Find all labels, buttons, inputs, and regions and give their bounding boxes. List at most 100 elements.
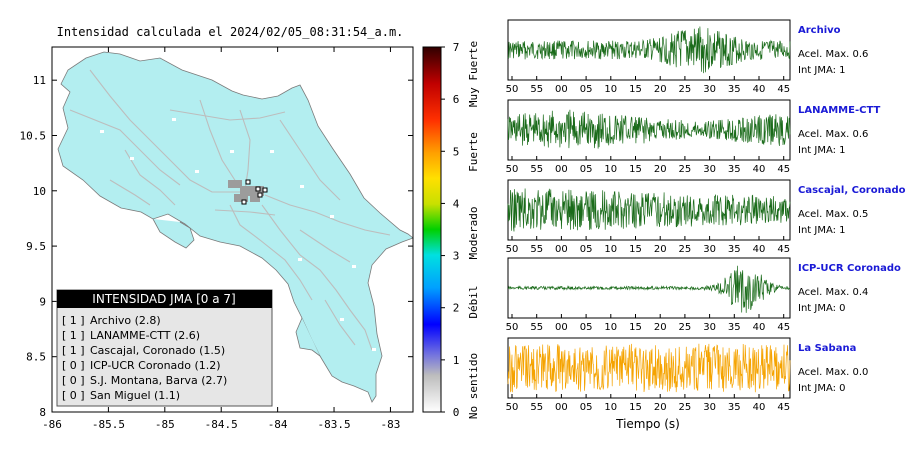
time-tick-label: 35 bbox=[728, 244, 741, 255]
station-int-jma: Int JMA: 1 bbox=[798, 225, 846, 236]
cb-tick-label: 0 bbox=[453, 406, 460, 419]
time-tick-label: 15 bbox=[629, 322, 642, 333]
waveform-panel: 50 55 00 05 10 15 20 25 30 35 40 45 Cascajal, Corona… bbox=[506, 179, 906, 255]
time-tick-label: 35 bbox=[728, 164, 741, 175]
lat-axis: 8 8.5 9 9.5 10 10.5 11 bbox=[20, 74, 413, 419]
lon-tick-label: -84 bbox=[268, 418, 288, 431]
time-tick-label: 10 bbox=[604, 322, 617, 333]
time-tick-label: 00 bbox=[555, 244, 568, 255]
colorbar bbox=[422, 46, 442, 413]
time-tick-label: 05 bbox=[580, 164, 593, 175]
lon-tick-label: -83 bbox=[381, 418, 401, 431]
time-tick-label: 20 bbox=[654, 84, 667, 95]
time-tick-label: 30 bbox=[703, 244, 716, 255]
lat-tick-label: 8 bbox=[39, 406, 46, 419]
colorbar-labels: No sentido Débil Moderado Fuerte Muy Fue… bbox=[467, 41, 480, 419]
lat-tick-label: 8.5 bbox=[26, 351, 46, 364]
legend-item-level: [ 0 ] bbox=[62, 389, 85, 402]
lon-axis: -86 -85.5 -85 -84.5 -84 -83.5 -83 bbox=[42, 47, 400, 431]
cb-tick-label: 4 bbox=[453, 197, 460, 210]
lat-tick-label: 9 bbox=[39, 295, 46, 308]
time-tick-label: 40 bbox=[753, 322, 766, 333]
waveform-panel: 50 55 00 05 10 15 20 25 30 35 40 45 ICP-UCR Coronado… bbox=[506, 257, 901, 333]
time-tick-label: 00 bbox=[555, 402, 568, 413]
cb-label-fuerte: Fuerte bbox=[467, 132, 480, 172]
time-tick-label: 40 bbox=[753, 164, 766, 175]
lon-tick-label: -86 bbox=[42, 418, 62, 431]
colorbar-ticks: 0 1 2 3 4 5 6 7 bbox=[441, 41, 460, 419]
legend-item-name: LANAMME-CTT (2.6) bbox=[90, 329, 200, 342]
waveform-panel: 50 55 00 05 10 15 20 25 30 35 40 45 La Sabana Acel. M… bbox=[506, 337, 868, 413]
stations bbox=[241, 179, 268, 205]
time-tick-label: 45 bbox=[777, 402, 790, 413]
cb-label-moderado: Moderado bbox=[467, 207, 480, 260]
waveform-trace bbox=[507, 265, 791, 313]
time-tick-label: 00 bbox=[555, 164, 568, 175]
lat-tick-label: 11 bbox=[33, 74, 46, 87]
time-tick-label: 00 bbox=[555, 84, 568, 95]
legend-title: INTENSIDAD JMA [0 a 7] bbox=[92, 292, 235, 306]
station-acel: Acel. Max. 0.6 bbox=[798, 129, 868, 140]
time-tick-label: 00 bbox=[555, 322, 568, 333]
lat-tick-label: 10.5 bbox=[20, 129, 47, 142]
station-acel: Acel. Max. 0.0 bbox=[798, 367, 868, 378]
station-acel: Acel. Max. 0.6 bbox=[798, 49, 868, 60]
legend-item-name: San Miguel (1.1) bbox=[90, 389, 180, 402]
time-tick-label: 55 bbox=[530, 244, 543, 255]
time-tick-label: 10 bbox=[604, 164, 617, 175]
cb-tick-label: 1 bbox=[453, 354, 460, 367]
time-tick-label: 55 bbox=[530, 84, 543, 95]
time-tick-label: 05 bbox=[580, 402, 593, 413]
time-tick-label: 15 bbox=[629, 402, 642, 413]
time-tick-label: 35 bbox=[728, 402, 741, 413]
time-tick-label: 30 bbox=[703, 164, 716, 175]
lon-tick-label: -84.5 bbox=[205, 418, 238, 431]
map-title: Intensidad calculada el 2024/02/05_08:31… bbox=[57, 25, 404, 39]
time-tick-label: 30 bbox=[703, 402, 716, 413]
cb-label-muy-fuerte: Muy Fuerte bbox=[467, 41, 480, 107]
time-tick-label: 15 bbox=[629, 244, 642, 255]
time-tick-label: 55 bbox=[530, 164, 543, 175]
legend-item-level: [ 1 ] bbox=[62, 314, 85, 327]
time-tick-label: 40 bbox=[753, 244, 766, 255]
station-name: Cascajal, Coronado bbox=[798, 185, 906, 196]
time-tick-label: 40 bbox=[753, 402, 766, 413]
time-tick-label: 20 bbox=[654, 322, 667, 333]
lat-tick-label: 10 bbox=[33, 185, 46, 198]
time-tick-label: 40 bbox=[753, 84, 766, 95]
time-tick-label: 25 bbox=[679, 244, 692, 255]
legend-item-level: [ 0 ] bbox=[62, 374, 85, 387]
time-tick-label: 50 bbox=[506, 402, 519, 413]
time-tick-label: 45 bbox=[777, 84, 790, 95]
time-tick-label: 45 bbox=[777, 244, 790, 255]
time-tick-label: 25 bbox=[679, 164, 692, 175]
waveform-panels: 50 55 00 05 10 15 20 25 30 35 40 45 Archivo Acel. Max… bbox=[506, 19, 906, 413]
waveform-trace bbox=[507, 26, 791, 74]
towns bbox=[100, 118, 376, 351]
lat-tick-label: 9.5 bbox=[26, 240, 46, 253]
legend-item-name: Archivo (2.8) bbox=[90, 314, 161, 327]
cb-tick-label: 7 bbox=[453, 41, 460, 54]
time-tick-label: 05 bbox=[580, 244, 593, 255]
lon-tick-label: -83.5 bbox=[317, 418, 350, 431]
time-tick-label: 50 bbox=[506, 164, 519, 175]
cb-label-no-sentido: No sentido bbox=[467, 353, 480, 419]
time-tick-label: 45 bbox=[777, 164, 790, 175]
cb-tick-label: 5 bbox=[453, 145, 460, 158]
time-tick-label: 50 bbox=[506, 322, 519, 333]
time-tick-label: 25 bbox=[679, 84, 692, 95]
station-name: La Sabana bbox=[798, 343, 856, 354]
cb-tick-label: 6 bbox=[453, 93, 460, 106]
time-tick-label: 25 bbox=[679, 322, 692, 333]
station-int-jma: Int JMA: 0 bbox=[798, 383, 846, 394]
legend-item-name: S.J. Montana, Barva (2.7) bbox=[90, 374, 227, 387]
lon-tick-label: -85 bbox=[155, 418, 175, 431]
legend: INTENSIDAD JMA [0 a 7] [ 1 ] Archivo (2.8… bbox=[56, 289, 273, 407]
station-int-jma: Int JMA: 0 bbox=[798, 303, 846, 314]
time-tick-label: 30 bbox=[703, 322, 716, 333]
waveform-trace bbox=[507, 109, 791, 149]
cb-label-debil: Débil bbox=[467, 285, 480, 318]
time-tick-label: 20 bbox=[654, 244, 667, 255]
waveform-panel: 50 55 00 05 10 15 20 25 30 35 40 45 LANAMME-CTT Acel.… bbox=[506, 99, 880, 175]
